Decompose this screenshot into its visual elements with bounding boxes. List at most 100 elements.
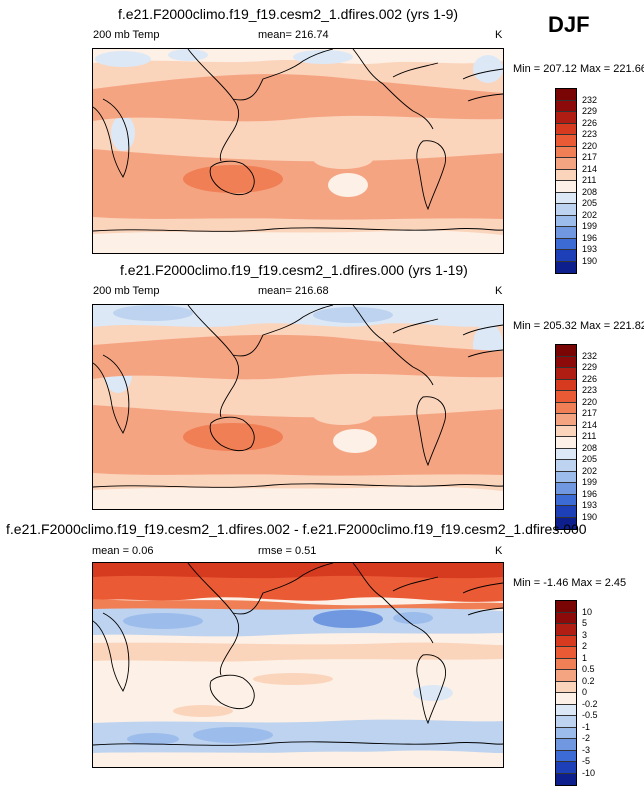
panel1-warm-core bbox=[183, 165, 283, 193]
panel3-colorbar-tick-label: -3 bbox=[582, 744, 591, 755]
panel3-colorbar-tick-label: 2 bbox=[582, 641, 588, 651]
panel3-southern-cold-band bbox=[93, 719, 503, 755]
panel1-cold-patch bbox=[293, 50, 353, 64]
panel2-colorbar-tick-label: 190 bbox=[582, 511, 598, 522]
panel3-colorbar-tick-label: 0.2 bbox=[582, 675, 595, 686]
panel3-title: f.e21.F2000climo.f19_f19.cesm2_1.dfires.… bbox=[6, 521, 587, 537]
panel3-minmax-label: Min = -1.46 Max = 2.45 bbox=[513, 577, 627, 589]
panel1-colorbar-swatch bbox=[556, 215, 576, 227]
panel1-colorbar-tick-label: 196 bbox=[582, 232, 598, 243]
panel3-antarctic-band bbox=[93, 750, 503, 767]
panel2-colorbar-tick-label: 217 bbox=[582, 408, 598, 418]
panel2-units-label: K bbox=[495, 285, 503, 297]
panel3-colorbar-tick-label: -0.2 bbox=[582, 698, 598, 709]
panel1-colorbar-swatch bbox=[556, 146, 576, 158]
panel3-cold-core bbox=[193, 727, 273, 743]
panel2-colorbar-swatch bbox=[556, 391, 576, 403]
panel3-colorbar-swatch bbox=[556, 704, 576, 716]
panel2-coast-antarctica bbox=[93, 483, 503, 488]
panel2-map bbox=[92, 304, 504, 510]
panel2-cool-spot bbox=[333, 429, 377, 453]
panel2-coast-north-america bbox=[352, 305, 439, 386]
panel2-colorbar-swatch bbox=[556, 345, 576, 357]
panel3-colorbar-swatch bbox=[556, 601, 576, 613]
panel1-colorbar-swatch bbox=[556, 100, 576, 112]
panel3-cold-core bbox=[313, 610, 383, 628]
panel1-colorbar-tick-label: 211 bbox=[582, 175, 597, 185]
panel2-colorbar-tick-label: 205 bbox=[582, 454, 598, 464]
panel3-colorbar-swatch bbox=[556, 727, 576, 739]
panel1-colorbar-tick-label: 232 bbox=[582, 94, 598, 105]
panel1-colorbar-tick-label: 205 bbox=[582, 198, 598, 208]
panel3-colorbar-swatch bbox=[556, 693, 576, 705]
panel1-variable-label: 200 mb Temp bbox=[93, 29, 160, 41]
panel2-title: f.e21.F2000climo.f19_f19.cesm2_1.dfires.… bbox=[120, 262, 468, 278]
panel1-colorbar-swatch bbox=[556, 181, 576, 193]
panel3-coast-africa bbox=[93, 612, 130, 692]
panel3-map bbox=[92, 562, 504, 768]
panel1-coastlines bbox=[93, 49, 503, 232]
panel1-cold-patch bbox=[473, 55, 503, 83]
panel1-coast-north-america bbox=[352, 49, 439, 130]
panel1-colorbar bbox=[555, 88, 577, 274]
panel1-colorbar-swatch bbox=[556, 250, 576, 262]
panel1-colorbar-swatch bbox=[556, 89, 576, 101]
panel3-rmse-label: rmse = 0.51 bbox=[258, 545, 317, 557]
panel1-colorbar-swatch bbox=[556, 261, 576, 273]
panel1-colorbar-tick-label: 217 bbox=[582, 152, 598, 162]
panel3-cold-core bbox=[127, 733, 179, 745]
panel1-coast-europe bbox=[462, 68, 503, 102]
panel3-colorbar-swatch bbox=[556, 762, 576, 774]
panel3-units-label: K bbox=[495, 545, 503, 557]
panel3-coast-south-america bbox=[416, 654, 446, 725]
panel2-colorbar-tick-label: 232 bbox=[582, 350, 598, 361]
panel1-colorbar-swatch bbox=[556, 112, 576, 124]
panel1-cool-spot bbox=[328, 173, 368, 197]
panel2-minmax-label: Min = 205.32 Max = 221.82 bbox=[513, 320, 644, 332]
panel2-colorbar-tick-label: 202 bbox=[582, 465, 598, 476]
panel3-colorbar-tick-label: -2 bbox=[582, 733, 591, 743]
panel3-colorbar-tick-label: -5 bbox=[582, 756, 591, 766]
panel1-colorbar-tick-label: 199 bbox=[582, 221, 598, 231]
panel3-colorbar-tick-label: -0.5 bbox=[582, 710, 598, 720]
panel2-colorbar-swatch bbox=[556, 414, 576, 426]
panel2-colorbar-swatch bbox=[556, 494, 576, 506]
panel3-colorbar-swatch bbox=[556, 635, 576, 647]
panel3-map-svg bbox=[93, 563, 503, 767]
panel3-colorbar-swatch bbox=[556, 716, 576, 728]
panel3-cold-core bbox=[393, 612, 433, 624]
panel2-colorbar-swatch bbox=[556, 379, 576, 391]
panel3-cold-core bbox=[123, 613, 203, 629]
panel1-colorbar-swatch bbox=[556, 204, 576, 216]
panel3-colorbar bbox=[555, 600, 577, 786]
panel3-coast-europe bbox=[462, 582, 503, 616]
panel1-mean-label: mean= 216.74 bbox=[258, 29, 329, 41]
panel1-colorbar-tick-label: 190 bbox=[582, 255, 598, 266]
panel1-warm-band bbox=[93, 149, 503, 220]
panel2-colorbar-swatch bbox=[556, 483, 576, 495]
panel2-colorbar-tick-label: 223 bbox=[582, 385, 598, 395]
panel3-colorbar-swatch bbox=[556, 670, 576, 682]
panel2-colorbar-swatch bbox=[556, 425, 576, 437]
panel1-colorbar-tick-label: 223 bbox=[582, 129, 598, 139]
panel2-colorbar-tick-label: 208 bbox=[582, 442, 598, 453]
panel3-colorbar-tick-label: 10 bbox=[582, 606, 593, 617]
panel3-coastlines bbox=[93, 563, 503, 746]
panel1-colorbar-swatch bbox=[556, 192, 576, 204]
panel1-cold-patch bbox=[95, 51, 151, 67]
panel3-warm-arctic-core bbox=[93, 563, 503, 579]
panel3-coast-north-america bbox=[352, 563, 439, 644]
panel1-units-label: K bbox=[495, 29, 503, 41]
panel2-colorbar-swatch bbox=[556, 402, 576, 414]
panel2-cold-patch bbox=[113, 305, 193, 321]
panel1-colorbar-tick-label: 202 bbox=[582, 209, 598, 220]
panel1-colorbar-tick-label: 226 bbox=[582, 117, 598, 128]
panel3-colorbar-tick-label: 3 bbox=[582, 629, 588, 640]
panel3-mean-label: mean = 0.06 bbox=[92, 545, 154, 557]
panel1-map-svg bbox=[93, 49, 503, 253]
panel1-coast-australia bbox=[209, 160, 255, 196]
panel1-map bbox=[92, 48, 504, 254]
panel2-colorbar-swatch bbox=[556, 368, 576, 380]
panel3-warm-spot bbox=[173, 705, 233, 717]
panel3-colorbar-tick-label: 1 bbox=[582, 652, 588, 663]
